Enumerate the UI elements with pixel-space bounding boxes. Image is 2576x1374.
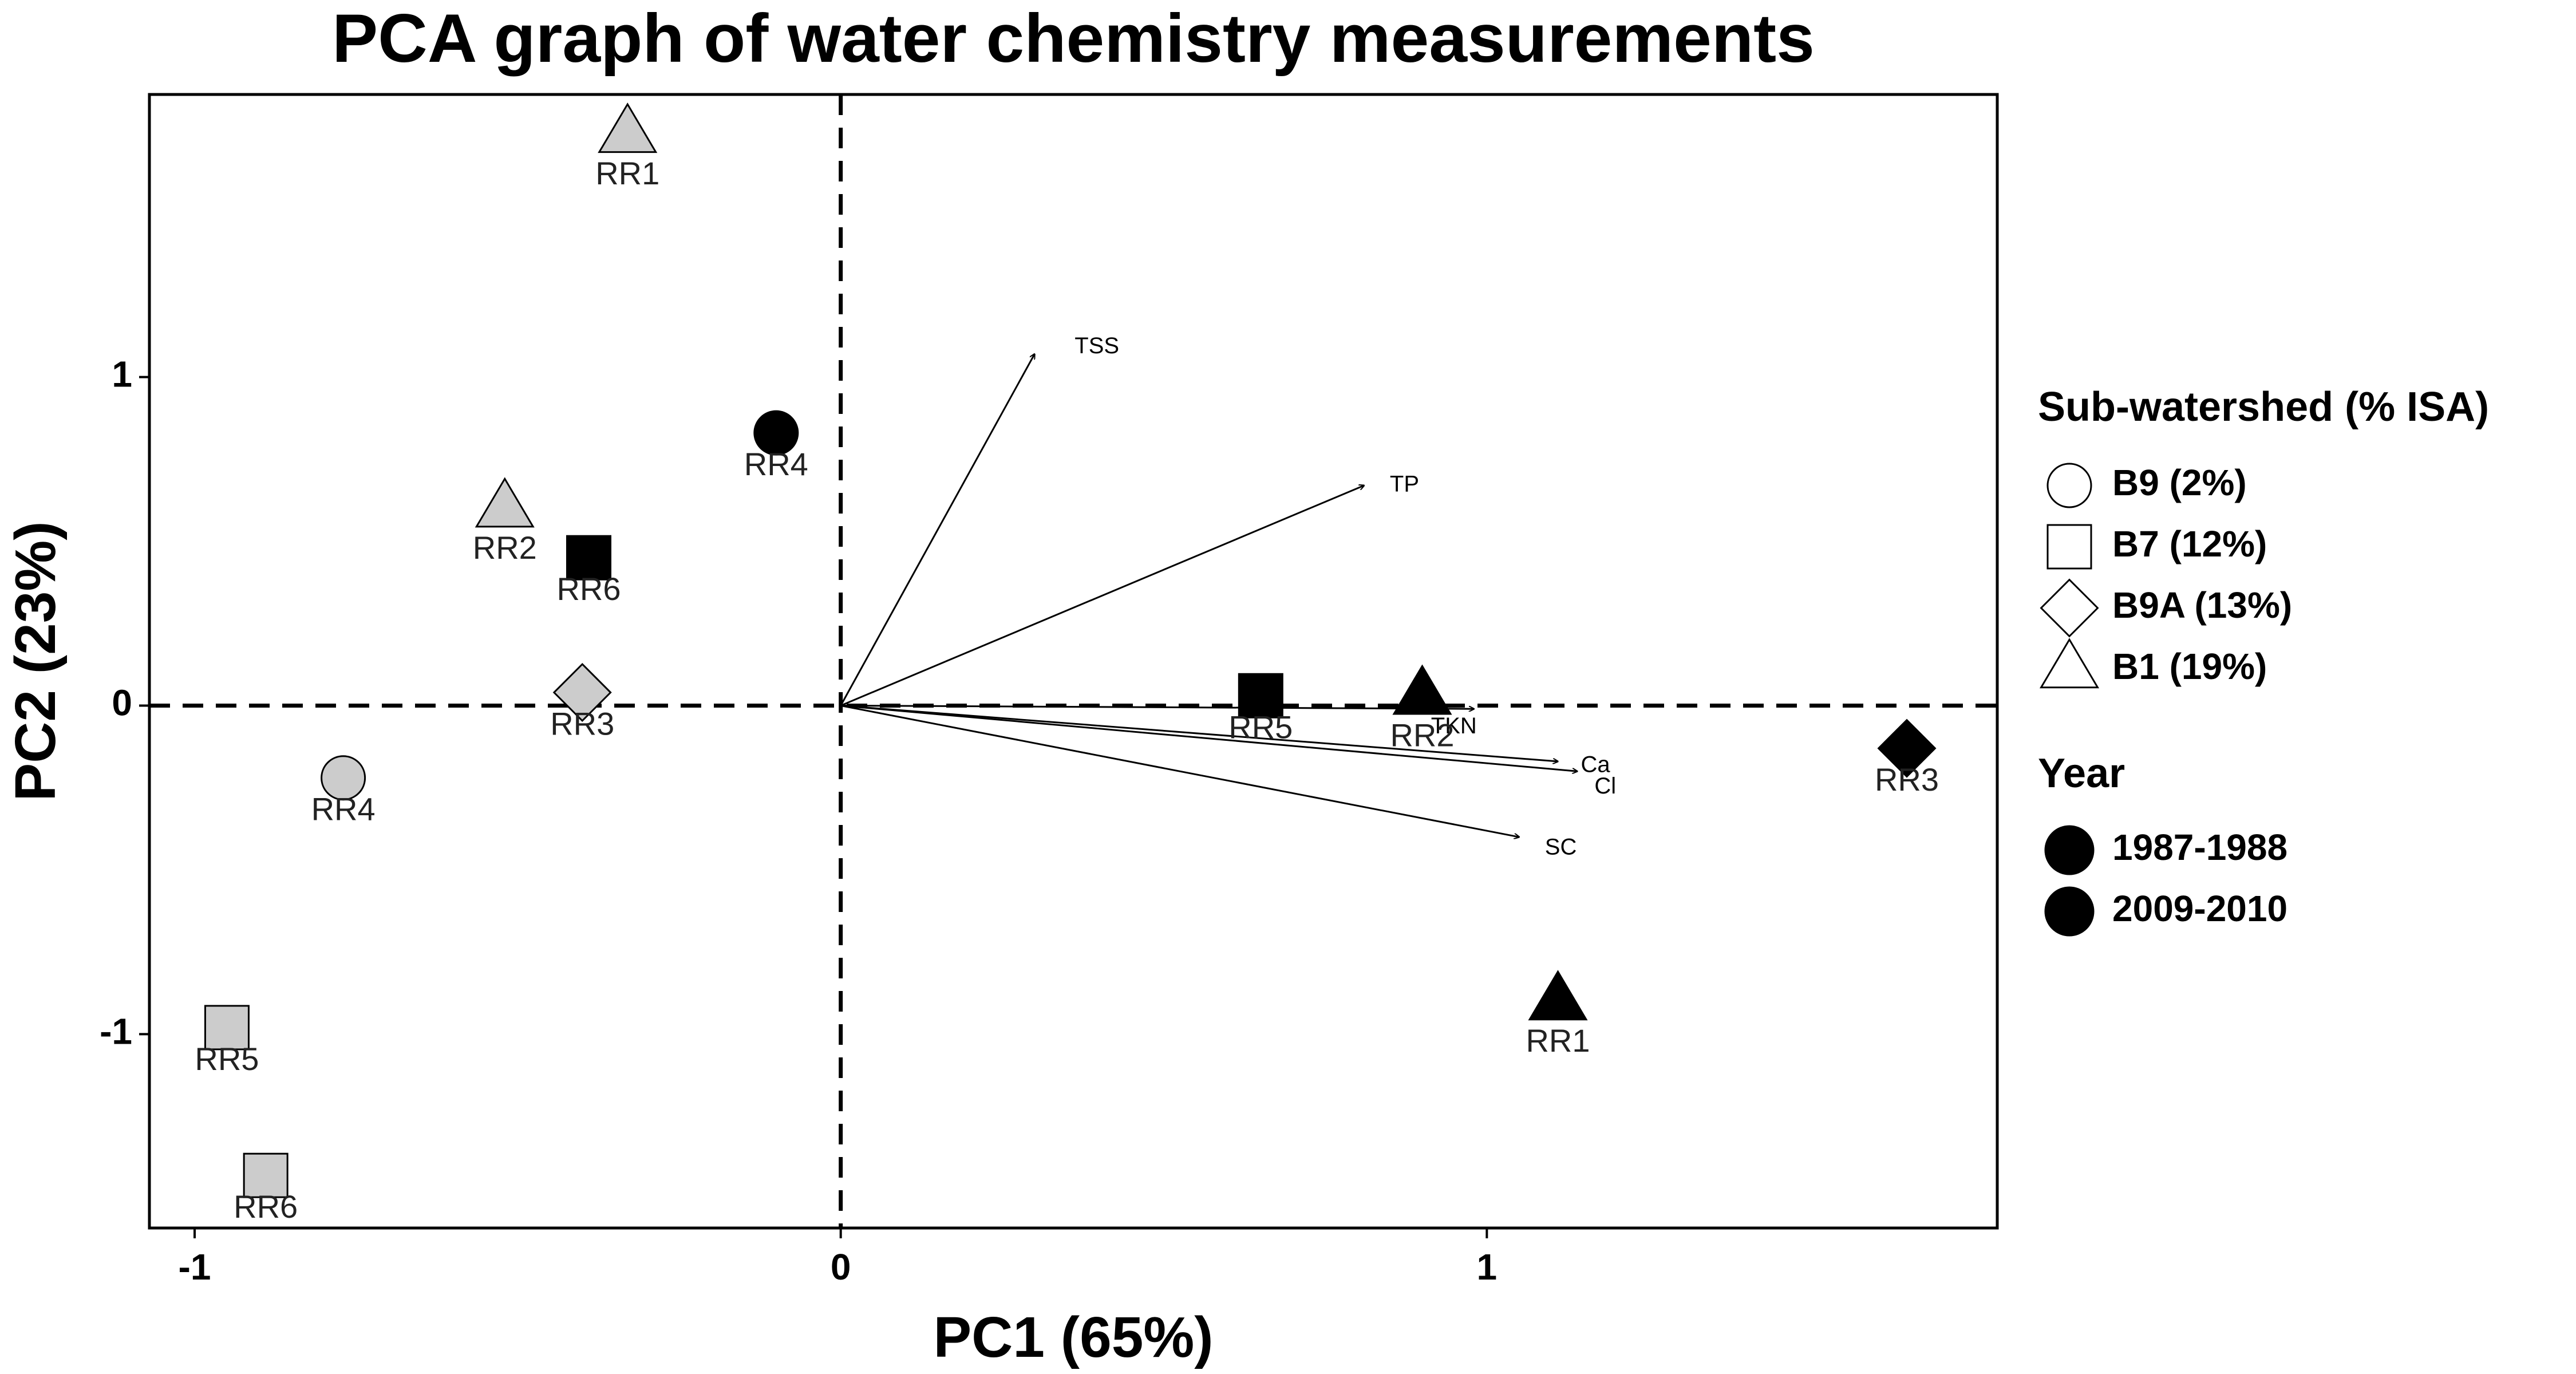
x-axis-title: PC1 (65%): [933, 1305, 1213, 1369]
point-label-rr1-0: RR1: [595, 155, 659, 191]
point-label-rr3-4: RR3: [550, 706, 614, 742]
legend-label-circle: B9 (2%): [2112, 462, 2247, 503]
point-rr2-1: [475, 477, 535, 528]
point-rr1-10: [1528, 970, 1588, 1021]
plot-frame: [148, 93, 1999, 1230]
legend-key-circle: [2046, 463, 2092, 508]
legend-key-diamond: [2040, 578, 2099, 638]
legend-label-square: B7 (12%): [2112, 523, 2267, 564]
chart-title: PCA graph of water chemistry measurement…: [332, 0, 1815, 77]
legend: Sub-watershed (% ISA) B9 (2%) B7 (12%) B9A …: [2038, 384, 2489, 937]
loading-arrow-ca: [840, 704, 1558, 761]
point-rr4-5: [321, 755, 366, 801]
loading-arrow-cl: [840, 704, 1578, 771]
y-axis-title: PC2 (23%): [3, 521, 68, 801]
point-label-rr6-2: RR6: [556, 571, 621, 607]
legend-label-year-0: 1987-1988: [2112, 827, 2287, 868]
point-label-rr5-8: RR5: [1228, 709, 1293, 745]
point-rr1-0: [598, 102, 658, 153]
point-rr4-3: [753, 410, 799, 456]
loading-arrow-tss: [840, 354, 1035, 706]
point-label-rr5-6: RR5: [195, 1041, 259, 1077]
legend-label-year-1: 2009-2010: [2112, 888, 2287, 929]
legend-key-year-0: [2044, 825, 2095, 875]
point-rr3-4: [552, 663, 612, 722]
legend-title-subwatershed: Sub-watershed (% ISA): [2038, 384, 2489, 430]
score-points: RR1 RR2 RR6 RR4 RR3 RR4 RR5 RR6 RR5 RR2 RR1 RR3: [195, 102, 1939, 1225]
loading-arrow-tp: [840, 485, 1364, 706]
loading-arrow-tkn: [840, 704, 1474, 709]
point-label-rr4-5: RR4: [311, 791, 376, 827]
point-rr2-9: [1392, 664, 1452, 715]
point-label-rr6-7: RR6: [234, 1189, 298, 1225]
legend-key-year-1: [2044, 886, 2095, 937]
x-tick-label-0: -1: [179, 1246, 211, 1288]
loading-label-tss: TSS: [1074, 333, 1119, 358]
point-rr5-6: [204, 1005, 250, 1051]
loading-label-tp: TP: [1390, 472, 1419, 497]
point-label-rr1-10: RR1: [1526, 1022, 1590, 1059]
loading-label-ca: Ca: [1581, 752, 1611, 777]
point-rr5-8: [1238, 673, 1283, 718]
reference-lines: [149, 94, 1997, 1228]
point-label-rr2-1: RR2: [473, 530, 537, 566]
legend-key-square: [2046, 524, 2092, 570]
point-label-rr4-3: RR4: [744, 446, 808, 482]
loading-label-sc: SC: [1545, 835, 1577, 860]
legend-label-diamond: B9A (13%): [2112, 585, 2292, 626]
axis-ticks: -1 0 1 -1 0 1: [100, 353, 1497, 1288]
point-rr6-7: [243, 1152, 289, 1198]
y-tick-label-0: -1: [100, 1010, 132, 1052]
loading-label-cl: Cl: [1594, 773, 1616, 799]
x-tick-label-1: 0: [831, 1246, 851, 1288]
legend-label-triangle: B1 (19%): [2112, 646, 2267, 687]
loading-label-tkn: TKN: [1431, 713, 1477, 739]
loading-arrow-sc: [840, 705, 1519, 837]
legend-key-triangle: [2039, 638, 2100, 689]
y-tick-label-1: 0: [112, 682, 132, 723]
point-rr6-2: [566, 535, 611, 581]
point-label-rr2-9: RR2: [1390, 717, 1454, 753]
y-tick-label-2: 1: [112, 353, 132, 394]
point-rr3-11: [1877, 718, 1937, 778]
x-tick-label-2: 1: [1477, 1246, 1498, 1288]
legend-title-year: Year: [2038, 751, 2125, 796]
point-label-rr3-11: RR3: [1875, 761, 1939, 797]
